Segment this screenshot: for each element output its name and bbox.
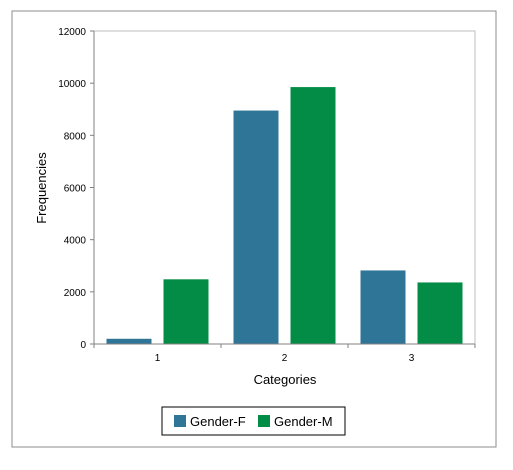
bar-gender-f-cat-1 [106,338,152,344]
x-tick-label: 1 [155,353,161,364]
bars [106,87,463,345]
legend-label-gender-f: Gender-F [190,414,246,429]
bar-gender-m-cat-2 [290,87,336,345]
legend-label-gender-m: Gender-M [274,414,333,429]
y-tick-label: 12000 [58,27,86,38]
bar-gender-f-cat-3 [360,270,406,344]
bar-gender-m-cat-1 [163,279,209,344]
legend-swatch-gender-f [174,415,186,427]
legend: Gender-F Gender-M [161,406,346,436]
y-axis-ticks: 0 2000 4000 6000 8000 10000 12000 [58,27,94,351]
y-tick-label: 2000 [64,288,87,299]
bar-gender-m-cat-3 [417,282,463,344]
y-tick-label: 0 [80,340,86,351]
y-tick-label: 4000 [64,236,87,247]
y-axis-label: Frequencies [34,152,49,224]
y-tick-label: 6000 [64,184,87,195]
legend-box [161,406,346,436]
y-tick-label: 10000 [58,79,86,90]
legend-swatch-gender-m [258,415,270,427]
x-axis-label: Categories [254,372,317,387]
x-tick-label: 2 [282,353,288,364]
bar-gender-f-cat-2 [233,110,279,344]
x-tick-label: 3 [409,353,415,364]
x-axis-ticks: 1 2 3 [93,344,476,364]
y-tick-label: 8000 [64,131,87,142]
